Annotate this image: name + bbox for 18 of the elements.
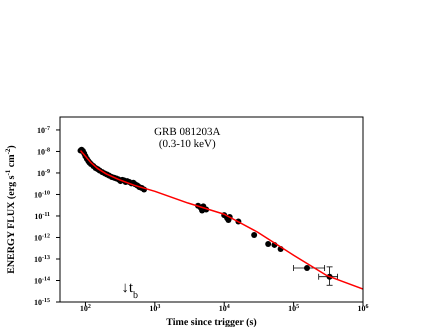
y-tick-label: 10$^{-7}$ bbox=[37, 126, 50, 135]
y-tick-label: 10$^{-14}$ bbox=[34, 276, 50, 286]
text: GRB 081203A bbox=[154, 126, 220, 138]
x-tick-label: 10$^{5}$ bbox=[288, 304, 300, 313]
y-tick-label: 10$^{-9}$ bbox=[37, 168, 50, 178]
y-tick-label: 10$^{-8}$ bbox=[37, 147, 50, 156]
x-tick-label: 10$^{4}$ bbox=[218, 304, 230, 313]
text: (0.3-10 keV) bbox=[158, 138, 216, 150]
y-tick-label: 10$^{-15}$ bbox=[34, 298, 50, 307]
y-tick-label: 10$^{-12}$ bbox=[34, 233, 50, 242]
x-tick-label: 10$^{6}$ bbox=[358, 304, 368, 313]
y-tick-label: 10$^{-10}$ bbox=[34, 190, 50, 200]
annotation: ↓t$_{b}$ bbox=[121, 280, 138, 300]
x-axis-title: Time since trigger (s) bbox=[166, 317, 257, 327]
x-tick-label: 10$^{3}$ bbox=[149, 304, 160, 313]
y-tick-label: 10$^{-11}$ bbox=[34, 212, 50, 221]
x-tick-label: 10$^{2}$ bbox=[80, 304, 91, 313]
y-tick-label: 10$^{-13}$ bbox=[34, 254, 50, 264]
